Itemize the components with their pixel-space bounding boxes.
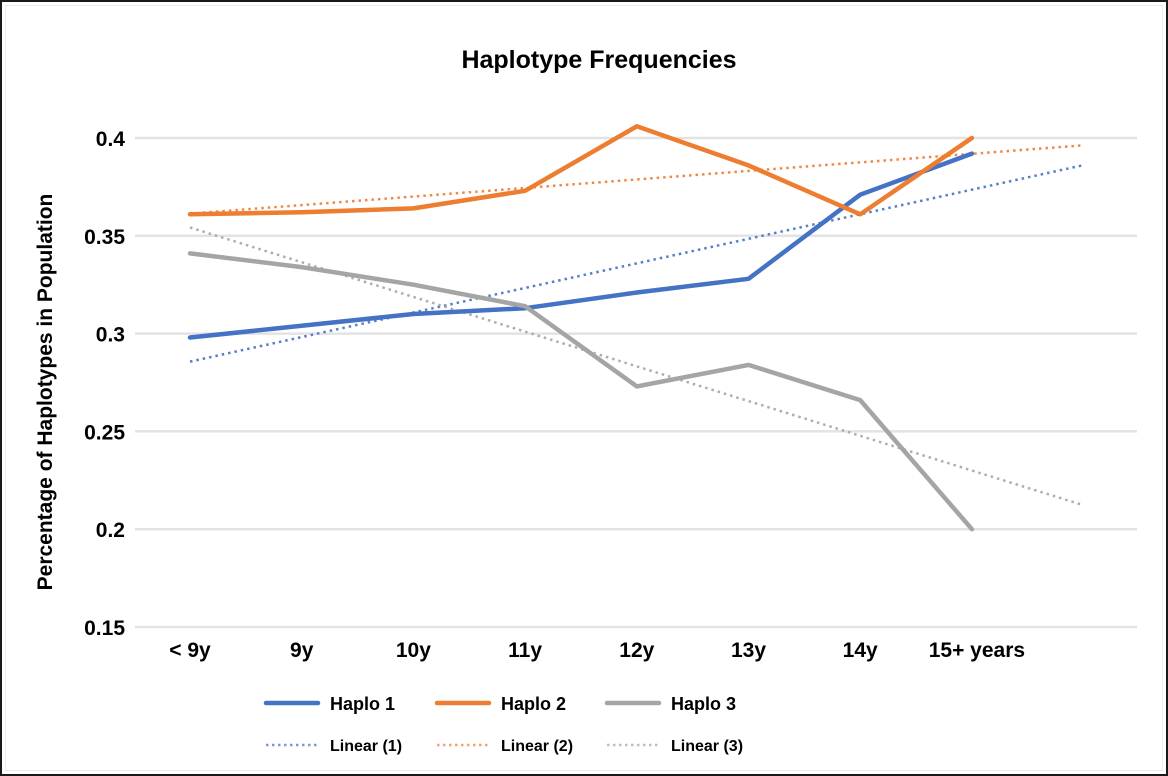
legend: Haplo 1 Haplo 2 Haplo 3 Linear (1) Linear (2… (263, 694, 743, 755)
x-tick-label: 9y (290, 639, 314, 662)
y-tick-label: 0.2 (96, 519, 125, 542)
y-tick-label: 0.4 (96, 128, 126, 151)
x-tick-label: 10y (396, 639, 431, 662)
x-tick-labels: < 9y 9y 10y 11y 12y 13y 14y 15+ years (169, 639, 1025, 662)
y-tick-label: 0.15 (84, 617, 125, 640)
chart-title: Haplotype Frequencies (461, 46, 736, 74)
x-tick-label: < 9y (169, 639, 211, 662)
series-line-1 (187, 151, 975, 340)
x-tick-label: 14y (843, 639, 878, 662)
legend-label-trend-1: Linear (1) (330, 738, 402, 755)
x-tick-label: 15+ years (929, 639, 1025, 662)
series-lines (187, 124, 975, 532)
legend-label-series-3: Haplo 3 (671, 694, 736, 714)
legend-label-trend-3: Linear (3) (671, 738, 743, 755)
x-tick-label: 12y (619, 639, 654, 662)
series-line-2 (187, 124, 975, 217)
y-tick-labels: 0.15 0.2 0.25 0.3 0.35 0.4 (84, 128, 125, 640)
y-tick-label: 0.3 (96, 324, 125, 347)
legend-label-series-1: Haplo 1 (330, 694, 395, 714)
y-tick-label: 0.25 (84, 421, 125, 444)
x-tick-label: 11y (508, 639, 542, 662)
trendlines (189, 144, 1084, 507)
trendline-1 (189, 163, 1084, 363)
legend-label-trend-2: Linear (2) (501, 738, 573, 755)
chart-inner-border (5, 5, 1163, 771)
y-axis-label: Percentage of Haplotypes in Population (34, 194, 57, 591)
series-line-3 (187, 251, 975, 532)
legend-label-series-2: Haplo 2 (501, 694, 566, 714)
y-tick-label: 0.35 (84, 226, 125, 249)
x-tick-label: 13y (731, 639, 766, 662)
